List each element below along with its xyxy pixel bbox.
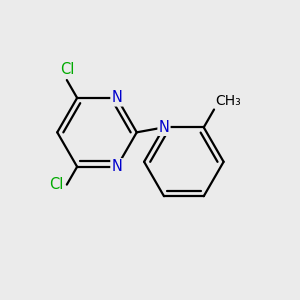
Text: CH₃: CH₃ <box>215 94 241 108</box>
Text: N: N <box>111 90 122 105</box>
Text: N: N <box>111 159 122 174</box>
Text: Cl: Cl <box>50 177 64 192</box>
Text: Cl: Cl <box>60 62 74 77</box>
Text: N: N <box>158 120 169 135</box>
